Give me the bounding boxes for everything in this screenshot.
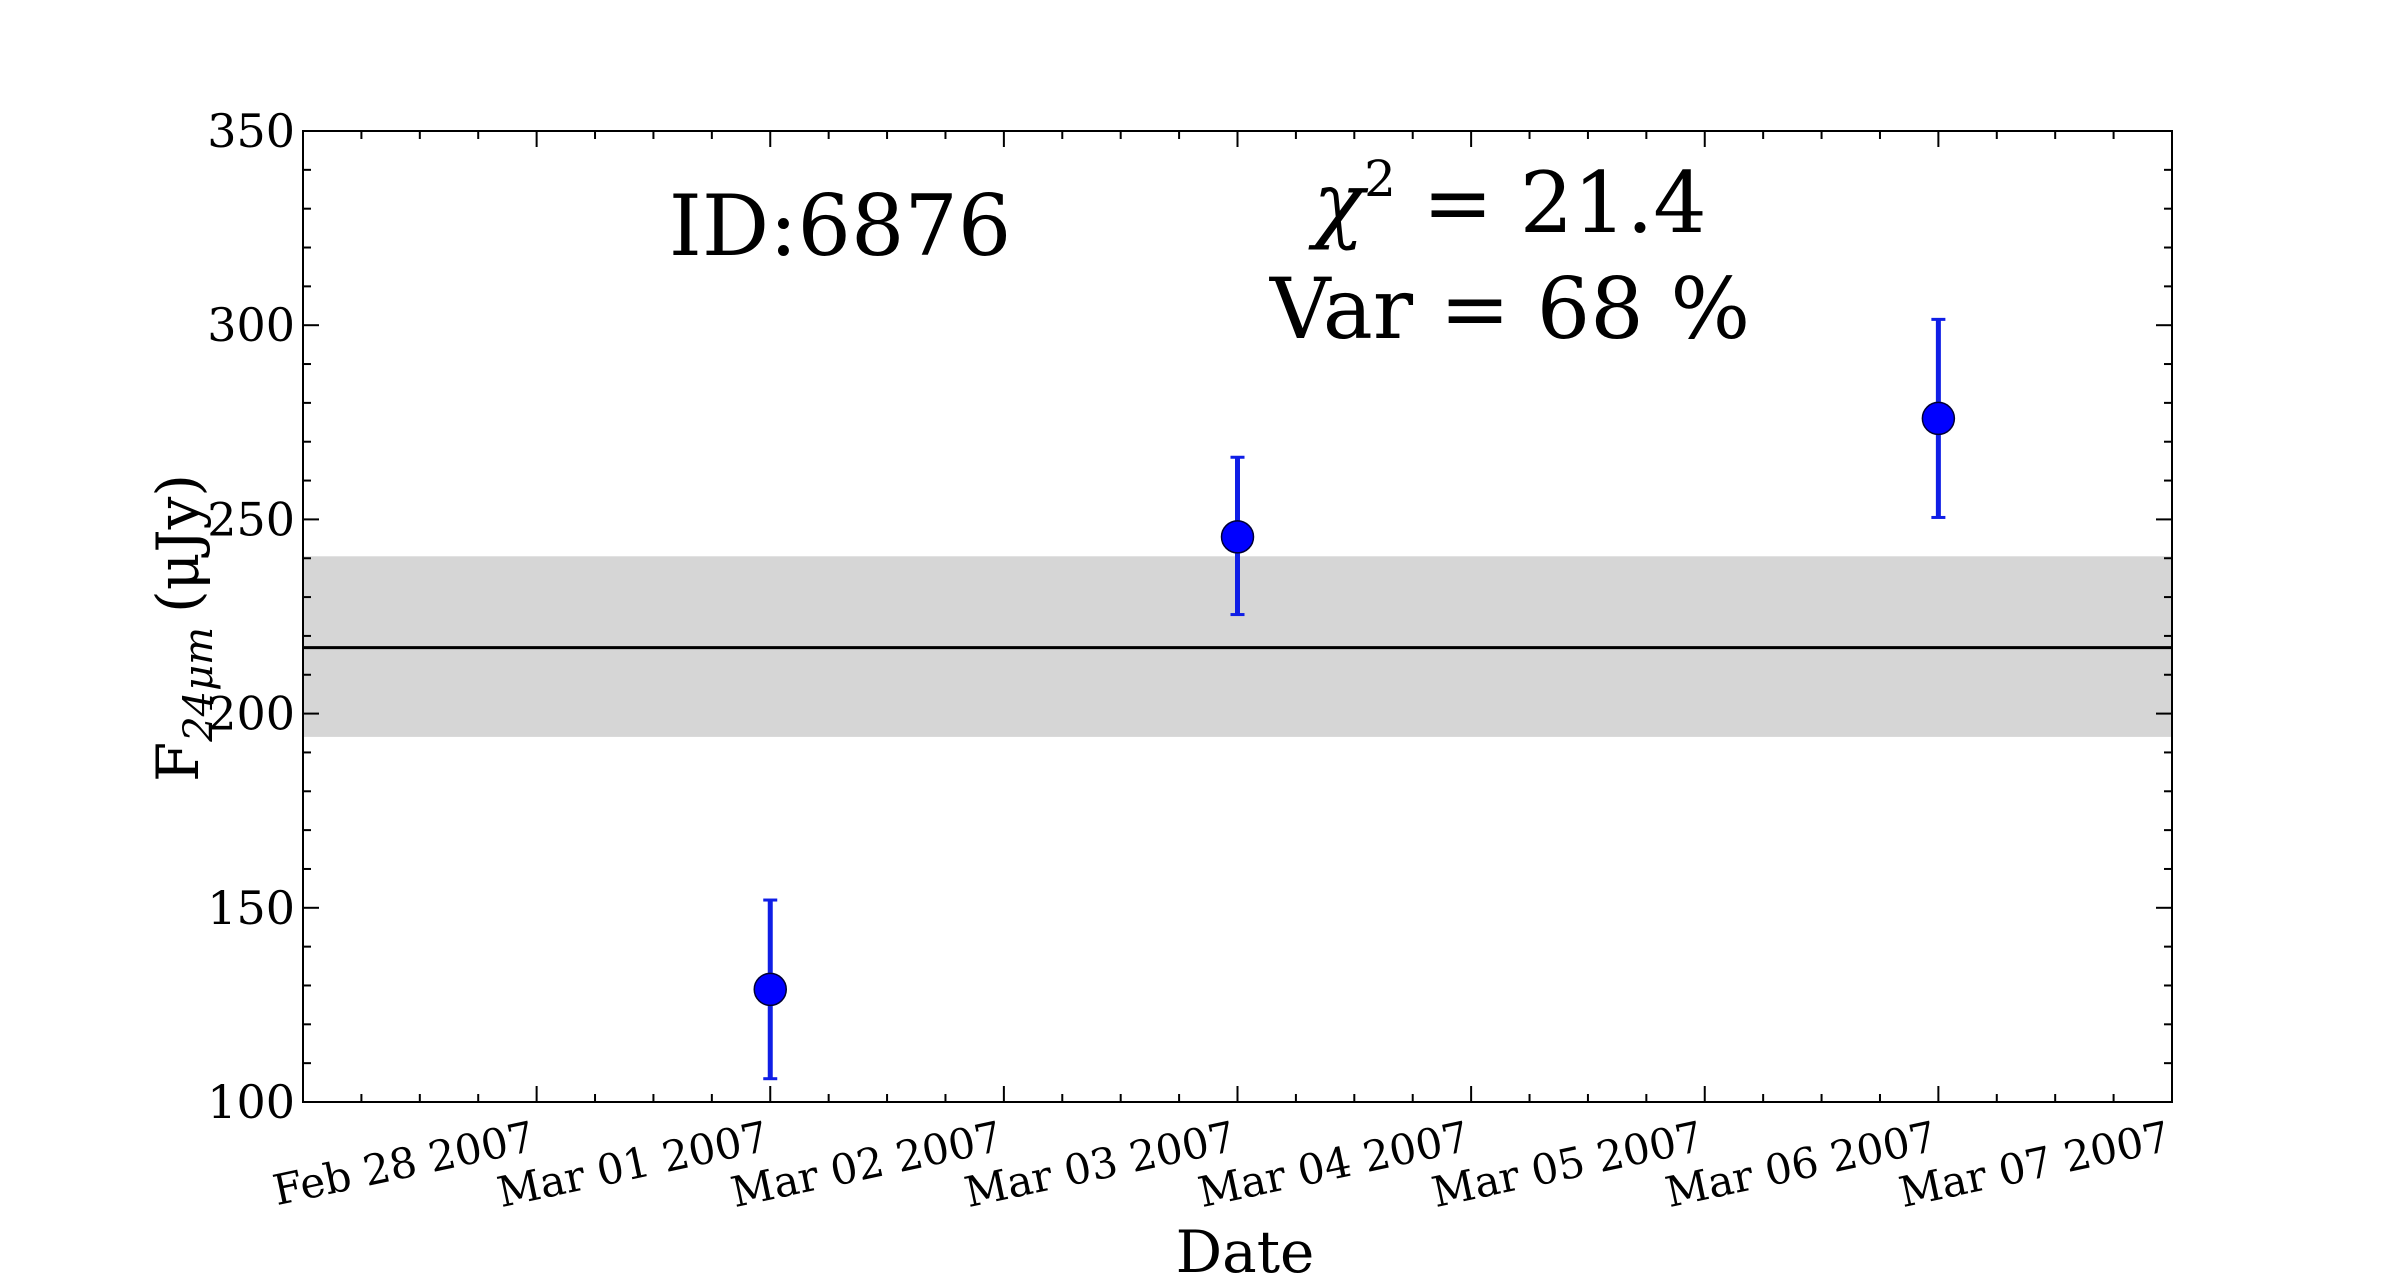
- y-axis-title-main: F: [144, 742, 212, 782]
- y-axis-title-sub: 24μm: [176, 627, 222, 743]
- x-axis-title: Date: [1176, 1218, 1315, 1285]
- y-tick-label: 350: [207, 104, 295, 158]
- y-tick-label: 150: [207, 881, 295, 935]
- chi-exponent: 2: [1364, 150, 1396, 208]
- y-axis-title: F24μm (μJy): [144, 474, 222, 782]
- chi-square-label: χ2 = 21.4: [1308, 150, 1707, 252]
- axis-ticks: [303, 130, 2173, 1103]
- x-tick-label: Mar 07 2007: [1895, 1112, 2174, 1217]
- y-tick-label: 100: [207, 1075, 295, 1129]
- y-tick-label: 250: [207, 492, 295, 546]
- id-label: ID:6876: [669, 177, 1012, 275]
- data-point: [1220, 520, 1255, 554]
- chi-value: = 21.4: [1396, 154, 1707, 252]
- chi-symbol: χ: [1308, 154, 1369, 252]
- x-tick-label: Mar 01 2007: [493, 1112, 772, 1217]
- x-tick-label: Mar 02 2007: [727, 1112, 1006, 1217]
- y-tick-labels: 100 150 200 250 300 350: [207, 104, 295, 1129]
- data-point: [1921, 401, 1956, 436]
- x-tick-label: Mar 03 2007: [960, 1112, 1239, 1217]
- data-points: [753, 317, 1956, 1081]
- x-tick-label: Mar 04 2007: [1194, 1112, 1473, 1217]
- data-point: [753, 972, 787, 1007]
- var-label: Var = 68 %: [1269, 260, 1750, 358]
- x-tick-label: Feb 28 2007: [269, 1112, 539, 1215]
- x-tick-label: Mar 06 2007: [1661, 1112, 1940, 1217]
- x-tick-label: Mar 05 2007: [1427, 1112, 1706, 1217]
- y-tick-label: 200: [207, 687, 295, 741]
- y-axis-title-unit: (μJy): [144, 474, 212, 613]
- y-tick-label: 300: [207, 298, 295, 352]
